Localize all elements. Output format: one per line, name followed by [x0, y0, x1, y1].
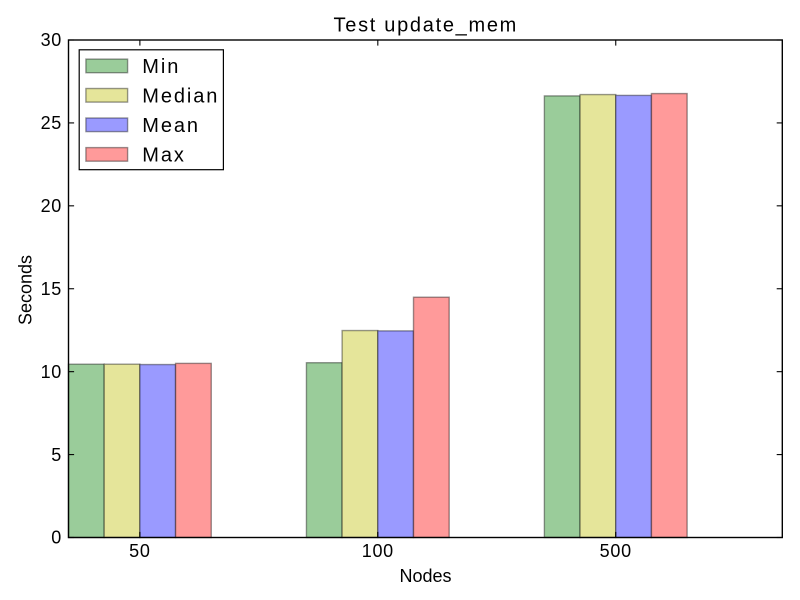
svg-text:5: 5 [51, 445, 62, 465]
svg-text:Seconds: Seconds [16, 255, 36, 325]
svg-text:Test update_mem: Test update_mem [334, 15, 518, 37]
svg-text:Mean: Mean [142, 115, 200, 137]
svg-text:15: 15 [41, 279, 62, 299]
svg-text:Median: Median [142, 85, 219, 107]
svg-text:10: 10 [41, 362, 62, 382]
svg-text:20: 20 [41, 196, 62, 216]
svg-text:50: 50 [129, 541, 150, 561]
svg-text:Min: Min [142, 56, 180, 78]
svg-text:0: 0 [51, 528, 62, 548]
svg-text:Nodes: Nodes [399, 566, 451, 586]
svg-text:25: 25 [41, 113, 62, 133]
svg-text:100: 100 [362, 541, 394, 561]
svg-text:Max: Max [142, 144, 185, 166]
svg-text:500: 500 [600, 541, 632, 561]
svg-text:30: 30 [41, 30, 62, 50]
